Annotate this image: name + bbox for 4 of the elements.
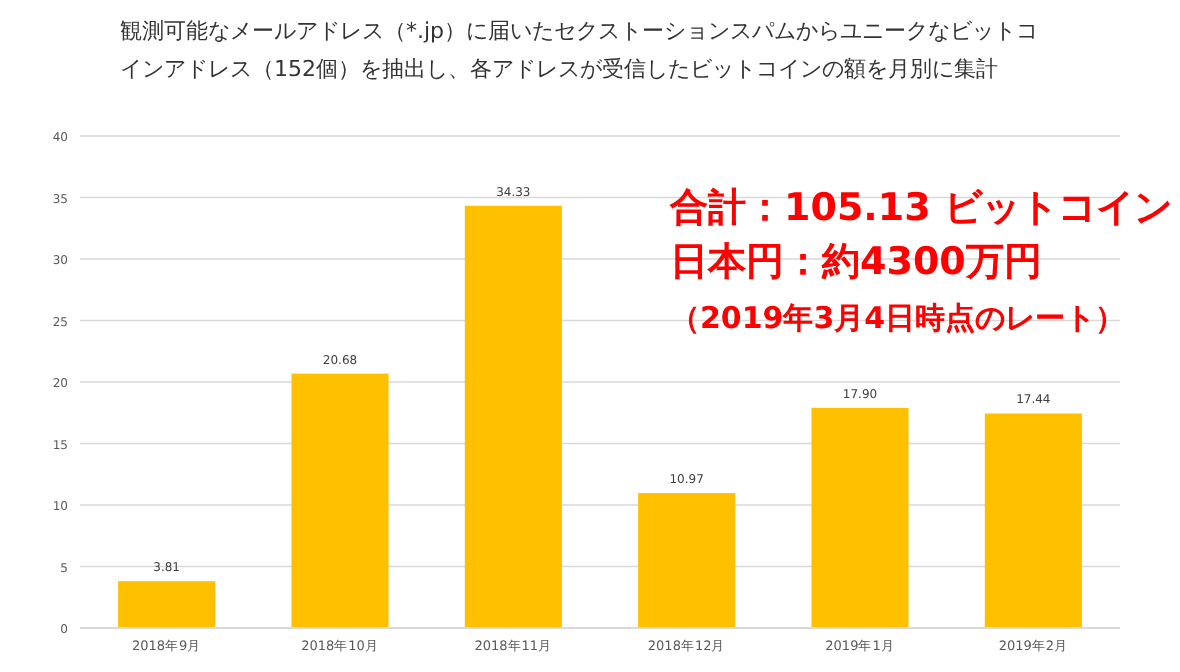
annotation: 日本円：約4300万円 [670, 240, 1042, 284]
annotation: 合計：105.13 ビットコイン [668, 186, 1172, 230]
annotation: （2019年3月4日時点のレート） [670, 300, 1126, 336]
chart-title: 観測可能なメールアドレス（*.jp）に届いたセクストーションスパムからユニークなビットコインアドレス（152個）を抽出し、各アドレスが受信したビットコインの額を月別に集計 [120, 16, 1041, 86]
